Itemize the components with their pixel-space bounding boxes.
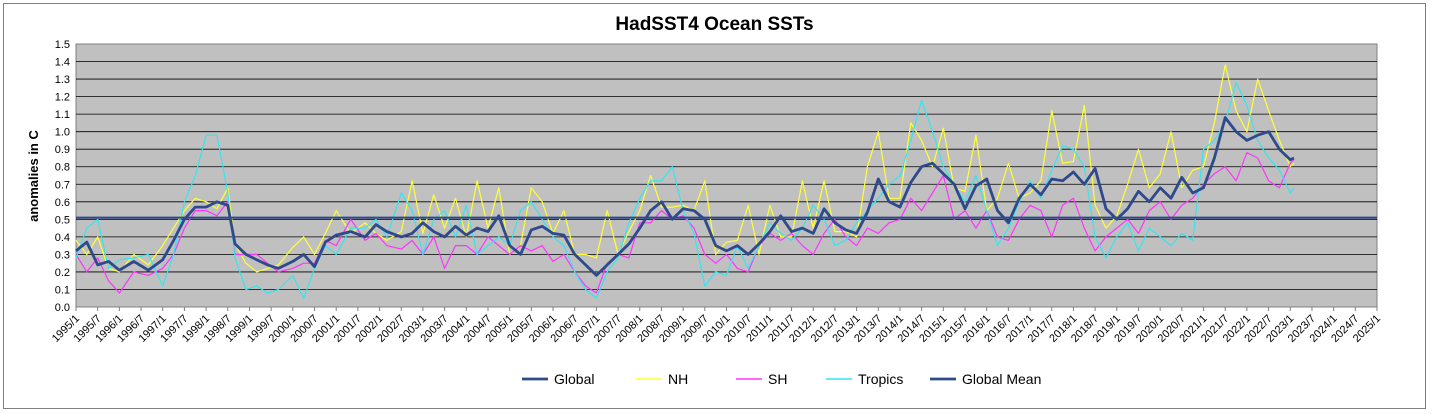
plot-area bbox=[75, 43, 1378, 308]
y-tick-label: 1.4 bbox=[55, 57, 70, 69]
y-tick-label: 0.2 bbox=[55, 267, 70, 279]
y-tick-label: 0.1 bbox=[55, 284, 70, 296]
y-tick-label: 1.5 bbox=[55, 39, 70, 51]
series-line-global bbox=[75, 116, 1295, 277]
y-tick-label: 0.4 bbox=[55, 232, 70, 244]
legend-label: NH bbox=[668, 371, 688, 387]
legend-label: Global Mean bbox=[962, 371, 1041, 387]
y-tick-label: 0.8 bbox=[55, 162, 70, 174]
legend-label: Tropics bbox=[858, 371, 903, 387]
series-line-sh bbox=[75, 152, 1295, 294]
y-tick-label: 0.3 bbox=[55, 249, 70, 261]
y-tick-label: 0.0 bbox=[55, 302, 70, 314]
y-tick-label: 1.3 bbox=[55, 74, 70, 86]
series-line-tropics bbox=[75, 81, 1295, 299]
chart-title: HadSST4 Ocean SSTs bbox=[615, 14, 814, 35]
y-tick-label: 0.6 bbox=[55, 197, 70, 209]
y-tick-label: 1.2 bbox=[55, 92, 70, 104]
legend-label: Global bbox=[554, 371, 594, 387]
legend-label: SH bbox=[768, 371, 787, 387]
y-tick-label: 1.1 bbox=[55, 109, 70, 121]
y-tick-label: 1.0 bbox=[55, 127, 70, 139]
y-tick-label: 0.5 bbox=[55, 214, 70, 226]
y-axis-label: anomalies in C bbox=[26, 130, 41, 222]
y-tick-label: 0.7 bbox=[55, 179, 70, 191]
y-tick-label: 0.9 bbox=[55, 144, 70, 156]
